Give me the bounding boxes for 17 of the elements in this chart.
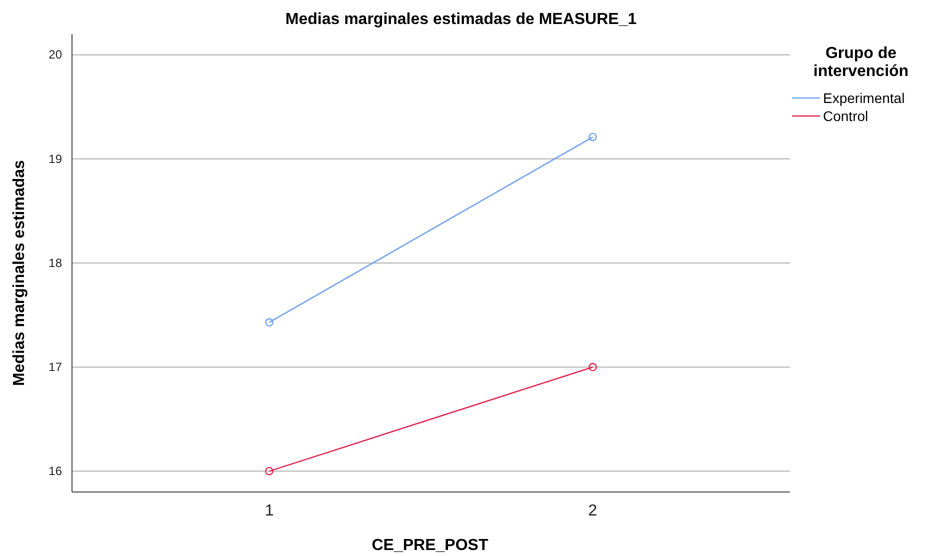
point [588,362,597,372]
legend-label: Control [823,108,868,124]
point [265,318,274,327]
chart-title: Medias marginales estimadas de MEASURE_1 [285,11,637,28]
y-tick-label: 18 [48,256,62,270]
y-tick-label: 17 [48,360,62,374]
y-tick-label: 20 [48,48,62,62]
y-tick-label: 16 [48,464,62,478]
legend-label: Experimental [823,90,905,106]
legend-title: Grupo de intervención [813,45,909,80]
y-axis-title: Medias marginales estimadas [11,160,28,386]
x-tick-label: 2 [588,502,598,520]
x-tick-label: 1 [264,502,274,520]
point [588,132,597,142]
x-axis-title: CE_PRE_POST [372,537,488,554]
y-tick-label: 19 [48,152,62,166]
point [265,466,274,476]
